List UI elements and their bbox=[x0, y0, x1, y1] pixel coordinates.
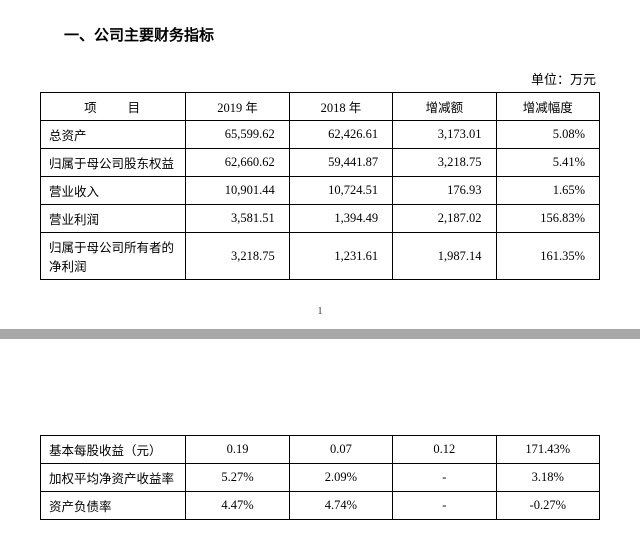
cell: 2.09% bbox=[289, 464, 392, 492]
table-row: 总资产65,599.6262,426.613,173.015.08% bbox=[41, 121, 600, 149]
row-label: 加权平均净资产收益率 bbox=[41, 464, 186, 492]
main-financial-table: 项 目 2019 年 2018 年 增减额 增减幅度 总资产65,599.626… bbox=[40, 92, 600, 280]
cell: 3,218.75 bbox=[186, 233, 289, 280]
col-header: 增减幅度 bbox=[496, 93, 599, 121]
cell: 156.83% bbox=[496, 205, 599, 233]
cell: 59,441.87 bbox=[289, 149, 392, 177]
cell: 176.93 bbox=[393, 177, 496, 205]
cell: 4.74% bbox=[289, 492, 392, 520]
page-number: 1 bbox=[40, 306, 600, 317]
table-row: 基本每股收益（元）0.190.070.12171.43% bbox=[41, 436, 600, 464]
cell: 171.43% bbox=[496, 436, 599, 464]
row-label: 总资产 bbox=[41, 121, 186, 149]
cell: 3,581.51 bbox=[186, 205, 289, 233]
table-row: 加权平均净资产收益率5.27%2.09%-3.18% bbox=[41, 464, 600, 492]
cell: 161.35% bbox=[496, 233, 599, 280]
unit-label: 单位：万元 bbox=[40, 69, 600, 88]
cell: 3,173.01 bbox=[393, 121, 496, 149]
row-label: 资产负债率 bbox=[41, 492, 186, 520]
table-row: 资产负债率4.47%4.74%--0.27% bbox=[41, 492, 600, 520]
cell: -0.27% bbox=[496, 492, 599, 520]
col-header: 2019 年 bbox=[186, 93, 289, 121]
cell: 5.27% bbox=[186, 464, 289, 492]
cell: 10,901.44 bbox=[186, 177, 289, 205]
cell: 65,599.62 bbox=[186, 121, 289, 149]
page-break bbox=[0, 329, 640, 339]
cell: - bbox=[393, 492, 496, 520]
cell: 1,231.61 bbox=[289, 233, 392, 280]
row-label: 营业收入 bbox=[41, 177, 186, 205]
table-row: 归属于母公司所有者的净利润3,218.751,231.611,987.14161… bbox=[41, 233, 600, 280]
col-header: 增减额 bbox=[393, 93, 496, 121]
cell: 62,426.61 bbox=[289, 121, 392, 149]
row-label: 归属于母公司所有者的净利润 bbox=[41, 233, 186, 280]
col-header: 项 目 bbox=[41, 93, 186, 121]
cell: 4.47% bbox=[186, 492, 289, 520]
cell: 62,660.62 bbox=[186, 149, 289, 177]
cell: 3.18% bbox=[496, 464, 599, 492]
cell: 10,724.51 bbox=[289, 177, 392, 205]
cell: 0.12 bbox=[393, 436, 496, 464]
cell: 3,218.75 bbox=[393, 149, 496, 177]
table-row: 营业收入10,901.4410,724.51176.931.65% bbox=[41, 177, 600, 205]
col-header: 2018 年 bbox=[289, 93, 392, 121]
row-label: 营业利润 bbox=[41, 205, 186, 233]
section-title: 一、公司主要财务指标 bbox=[64, 24, 600, 45]
cell: 2,187.02 bbox=[393, 205, 496, 233]
cell: - bbox=[393, 464, 496, 492]
table-header-row: 项 目 2019 年 2018 年 增减额 增减幅度 bbox=[41, 93, 600, 121]
sub-financial-table: 基本每股收益（元）0.190.070.12171.43%加权平均净资产收益率5.… bbox=[40, 435, 600, 520]
cell: 1,987.14 bbox=[393, 233, 496, 280]
cell: 5.41% bbox=[496, 149, 599, 177]
row-label: 基本每股收益（元） bbox=[41, 436, 186, 464]
cell: 5.08% bbox=[496, 121, 599, 149]
cell: 0.07 bbox=[289, 436, 392, 464]
table-row: 归属于母公司股东权益62,660.6259,441.873,218.755.41… bbox=[41, 149, 600, 177]
table-row: 营业利润3,581.511,394.492,187.02156.83% bbox=[41, 205, 600, 233]
cell: 1,394.49 bbox=[289, 205, 392, 233]
cell: 1.65% bbox=[496, 177, 599, 205]
row-label: 归属于母公司股东权益 bbox=[41, 149, 186, 177]
cell: 0.19 bbox=[186, 436, 289, 464]
